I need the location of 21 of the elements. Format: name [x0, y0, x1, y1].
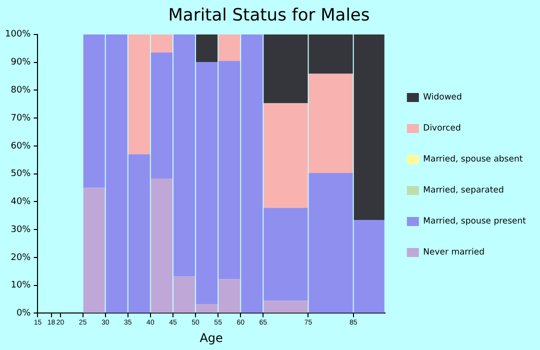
y-tick-label: 70% — [10, 113, 32, 124]
legend-label: Married, spouse present — [423, 216, 527, 227]
legend-label: Divorced — [423, 124, 461, 134]
y-tick-label: 90% — [10, 58, 32, 68]
bar — [218, 34, 240, 61]
bar — [83, 188, 105, 313]
x-axis-title: Age — [200, 330, 223, 345]
y-tick-label: 80% — [10, 86, 32, 96]
legend-label: Married, spouse absent — [423, 154, 524, 165]
y-tick-label: 20% — [10, 252, 32, 263]
y-tick-label: 50% — [10, 169, 32, 180]
legend-label: Never married — [423, 248, 485, 258]
y-tick-label: 60% — [10, 141, 32, 152]
chart-title: Marital Status for Males — [168, 6, 370, 26]
legend-label: Widowed — [423, 92, 462, 103]
legend-label: Married, separated — [423, 186, 504, 196]
y-tick-label: 10% — [10, 280, 32, 291]
y-tick-label: 40% — [10, 197, 32, 208]
y-tick-label: 0% — [16, 308, 32, 319]
y-tick-label: 30% — [10, 224, 32, 235]
y-tick-label: 100% — [4, 30, 32, 40]
